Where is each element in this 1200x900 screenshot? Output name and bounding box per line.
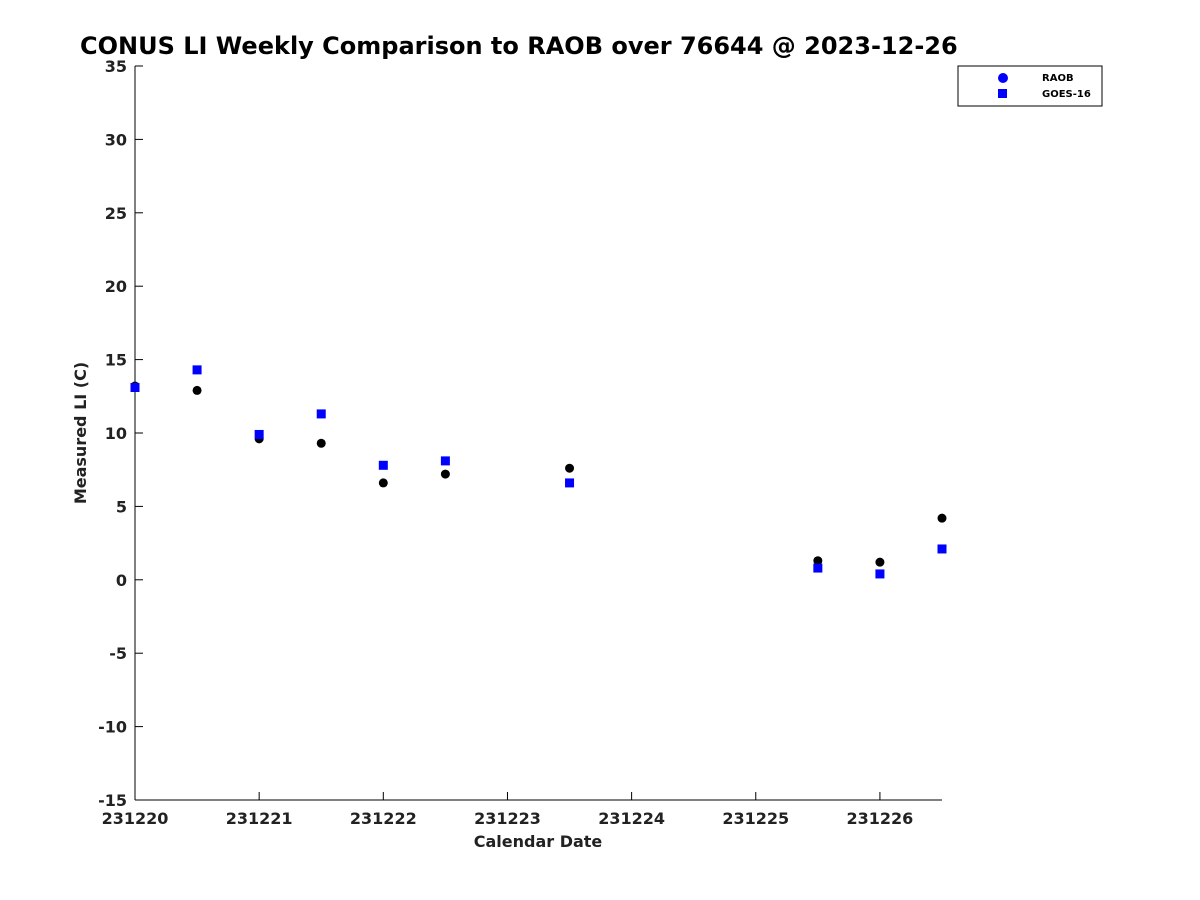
raob-point [316,438,326,448]
x-tick-label: 231226 [847,809,914,828]
goes16-point [254,429,264,439]
y-tick-label: 10 [105,424,127,443]
y-axis-label: Measured LI (C) [71,362,90,504]
raob-point [565,463,575,473]
x-tick-label: 231221 [226,809,293,828]
raob-point [813,556,823,566]
x-tick-label: 231225 [722,809,789,828]
y-tick-label: 25 [105,204,127,223]
x-tick-label: 231220 [102,809,169,828]
legend-label-goes16: GOES-16 [1042,89,1091,100]
goes16-point [192,365,202,375]
legend-label-raob: RAOB [1042,73,1074,84]
y-axis-ticks: -15 -10 -5 0 5 10 15 20 25 30 35 [98,57,143,810]
y-tick-label: 20 [105,277,127,296]
y-tick-label: -15 [98,791,127,810]
goes16-point [130,382,140,392]
legend-marker-raob [998,73,1008,83]
goes16-point [937,544,947,554]
raob-point [875,557,885,567]
legend-marker-goes16 [998,89,1007,98]
raob-point [192,385,202,395]
goes16-point [875,569,885,579]
goes16-point [813,563,823,573]
raob-point [378,478,388,488]
y-tick-label: 5 [116,497,127,516]
y-tick-label: -10 [98,718,127,737]
goes16-point [316,409,326,419]
x-tick-label: 231222 [350,809,417,828]
y-tick-label: 30 [105,130,127,149]
goes16-point [378,460,388,470]
goes16-point [440,456,450,466]
y-tick-label: 15 [105,351,127,370]
raob-point [937,513,947,523]
y-tick-label: 0 [116,571,127,590]
y-tick-label: -5 [109,644,127,663]
legend: RAOB GOES-16 [957,65,1103,107]
y-tick-label: 35 [105,57,127,76]
legend-box [957,65,1103,107]
goes16-point [565,478,575,488]
data-points [130,365,947,579]
x-axis-label: Calendar Date [474,832,603,851]
x-axis-ticks: 231220 231221 231222 231223 231224 231225 2312… [102,792,914,828]
x-tick-label: 231224 [598,809,665,828]
x-tick-label: 231223 [474,809,541,828]
chart-title: CONUS LI Weekly Comparison to RAOB over … [80,32,958,60]
raob-point [440,469,450,479]
